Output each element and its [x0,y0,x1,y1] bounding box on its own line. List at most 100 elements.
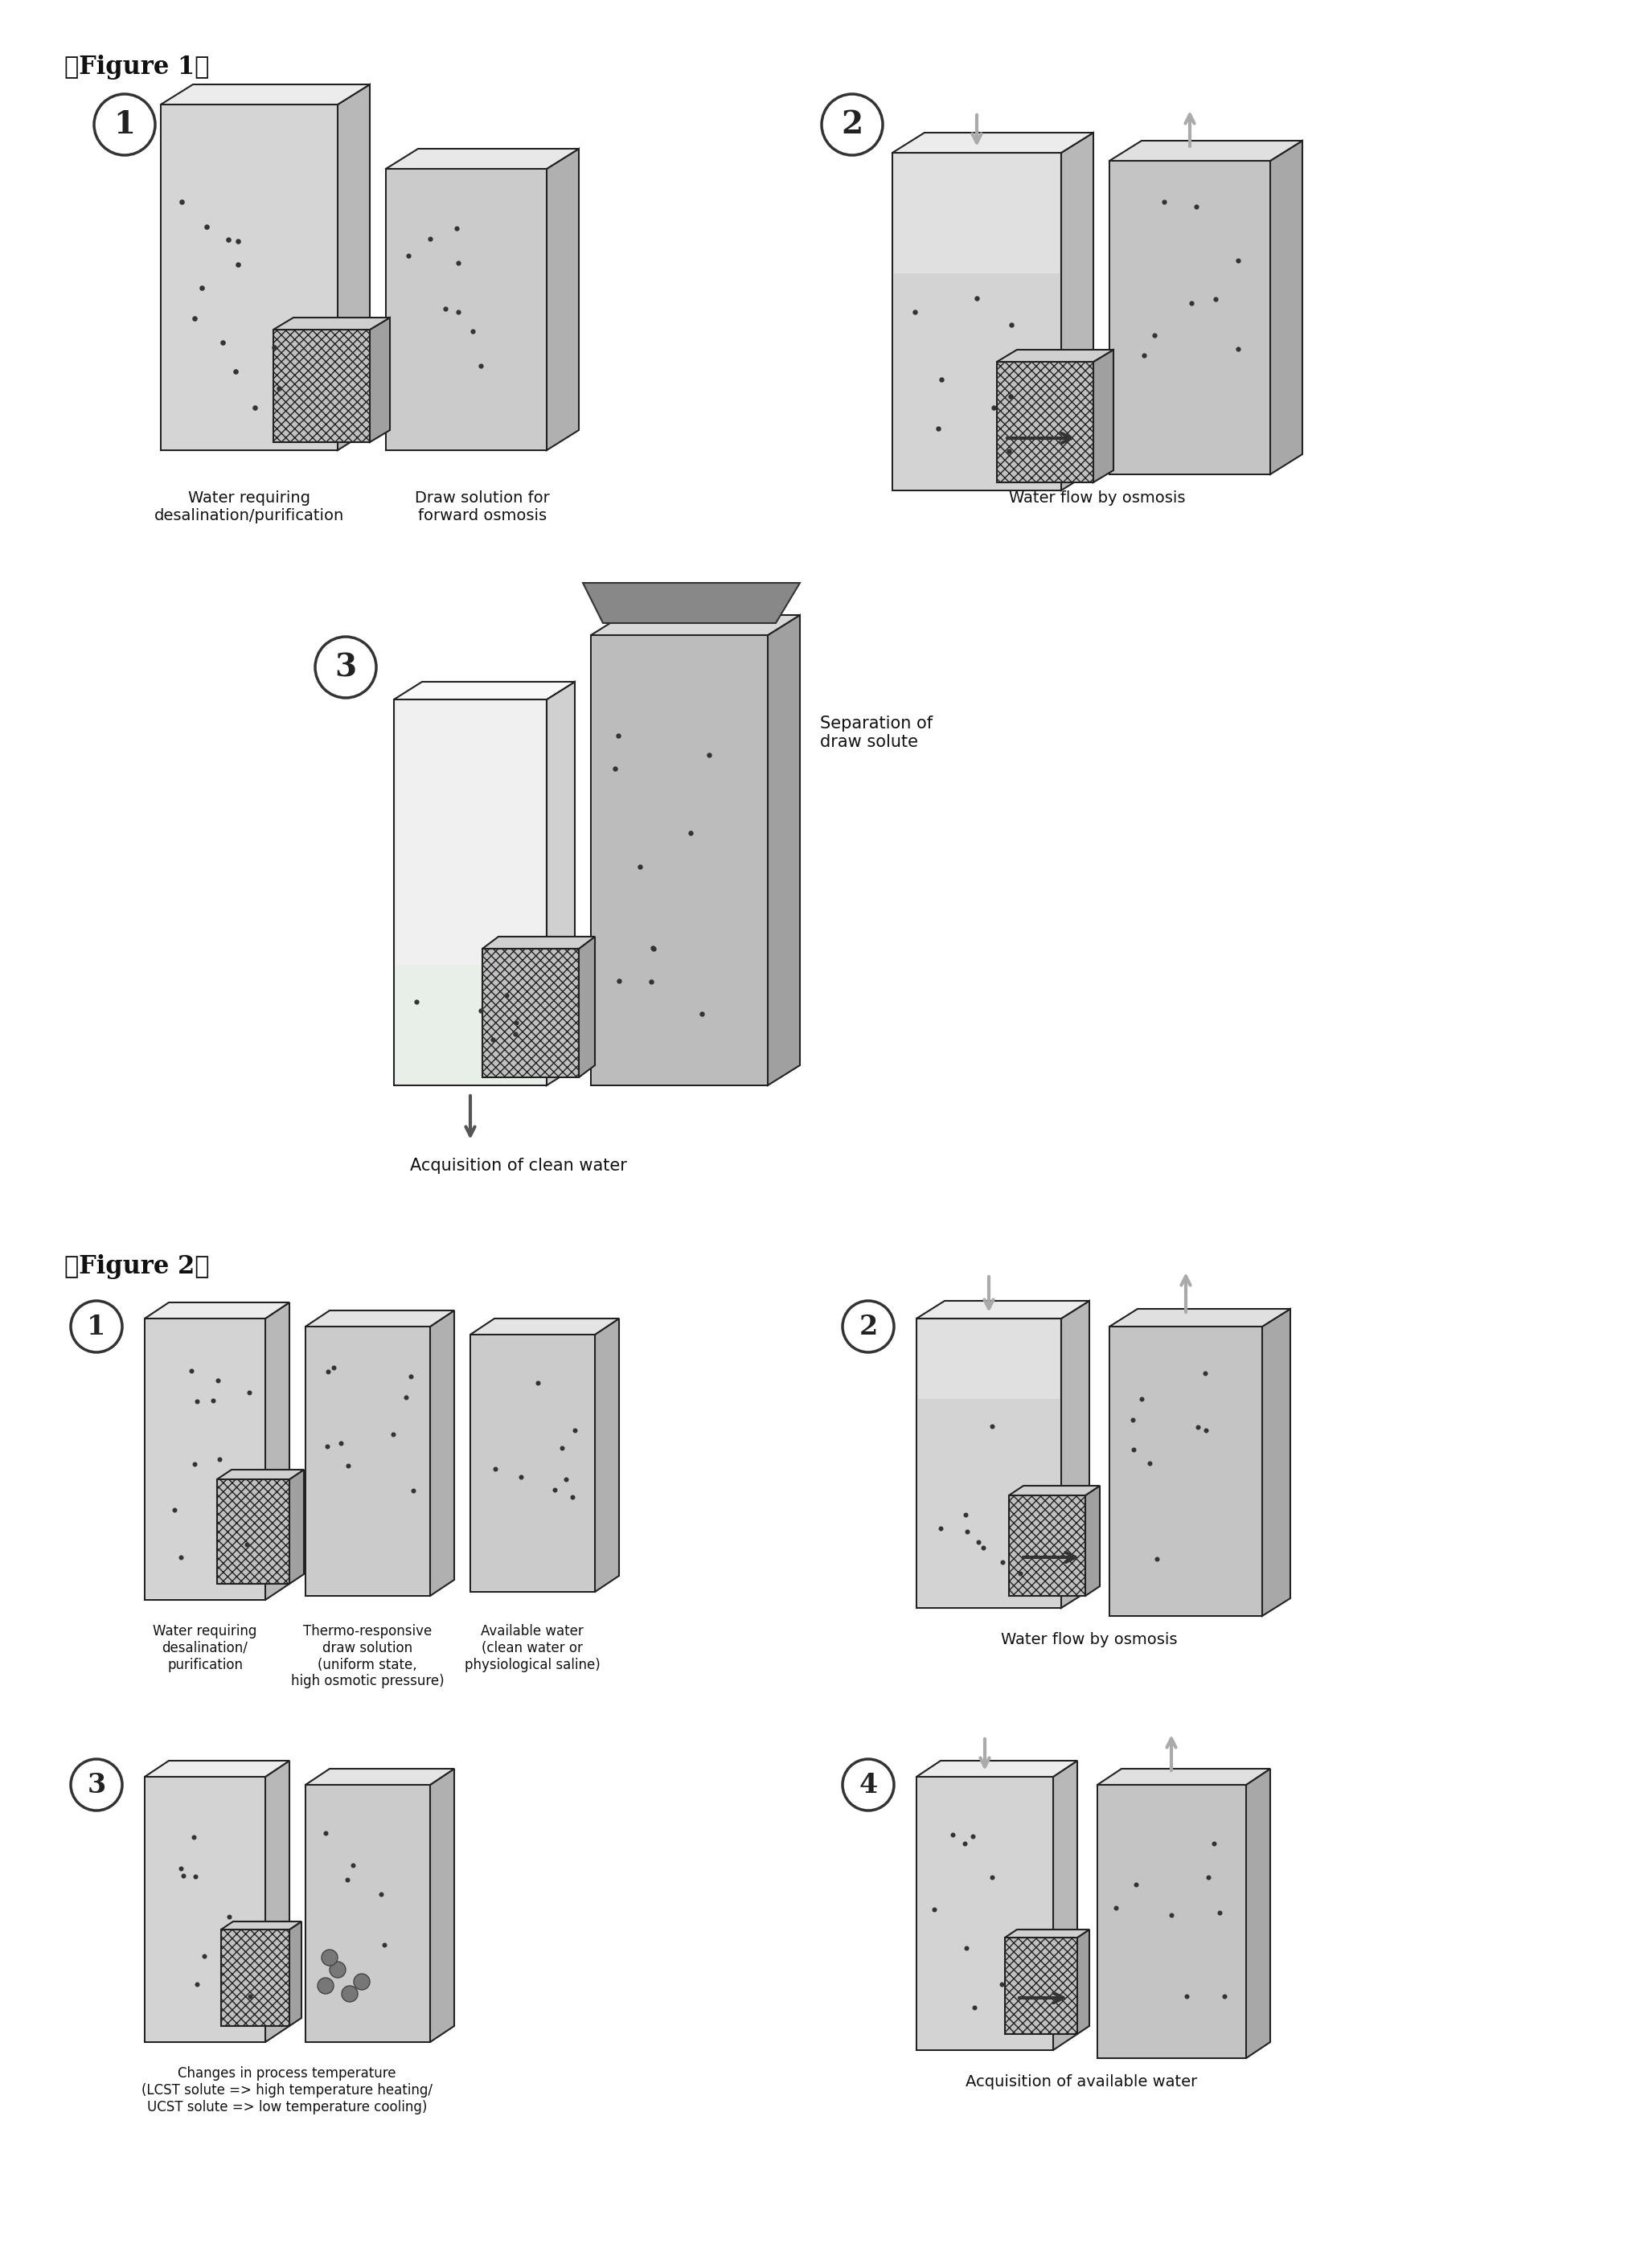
Polygon shape [1004,1937,1077,2034]
Point [209,324,235,361]
Point [503,1016,529,1052]
Point [1007,1556,1033,1592]
Point [605,962,632,998]
Text: Water flow by osmosis: Water flow by osmosis [1009,490,1185,506]
Point [1120,1431,1146,1467]
Circle shape [70,1760,122,1810]
Point [508,1458,534,1495]
Point [215,222,242,259]
Point [225,222,251,259]
Point [1102,1889,1128,1926]
Text: 【Figure 2】: 【Figure 2】 [64,1254,209,1279]
Point [444,211,470,247]
Point [1159,1896,1185,1932]
Polygon shape [472,1336,592,1590]
Point [542,1472,568,1508]
Point [951,1497,978,1533]
Polygon shape [305,1311,454,1327]
Point [188,270,214,306]
Polygon shape [147,1778,263,2041]
Polygon shape [393,699,547,1086]
Text: Separation of
draw solute: Separation of draw solute [819,714,932,751]
Point [996,433,1022,469]
Point [467,993,493,1030]
Circle shape [70,1302,122,1352]
Point [191,1937,217,1973]
Polygon shape [591,615,800,635]
Point [335,1862,361,1898]
Point [1224,331,1250,367]
Polygon shape [220,1921,302,1930]
Point [601,751,627,787]
Text: Available water
(clean water or
physiological saline): Available water (clean water or physiolo… [463,1624,599,1672]
Point [194,209,220,245]
Polygon shape [1108,161,1270,474]
Point [677,814,703,850]
Point [929,361,955,397]
Polygon shape [145,1776,264,2041]
Point [266,370,292,406]
Polygon shape [1009,1495,1085,1597]
Point [178,1352,204,1388]
Point [1123,1867,1149,1903]
Point [1191,1354,1217,1390]
Polygon shape [893,132,1093,152]
Point [403,984,429,1021]
Polygon shape [1108,1309,1289,1327]
Text: 1: 1 [86,1313,106,1340]
Text: 3: 3 [335,651,356,683]
Point [261,329,287,365]
Polygon shape [997,349,1113,363]
Point [242,390,268,426]
Point [560,1479,586,1515]
Polygon shape [481,937,594,948]
Polygon shape [273,318,390,329]
Polygon shape [917,1778,1051,2048]
Polygon shape [1061,1302,1089,1608]
Point [225,247,251,284]
Polygon shape [767,615,800,1086]
Polygon shape [273,329,369,442]
Point [978,1860,1004,1896]
Polygon shape [997,363,1093,483]
Polygon shape [393,683,574,699]
Point [199,1383,225,1420]
Polygon shape [395,964,545,1084]
Point [183,1966,209,2003]
Polygon shape [1077,1930,1089,2034]
Circle shape [842,1760,894,1810]
Point [322,1349,348,1386]
Point [1178,286,1204,322]
Point [1224,243,1250,279]
Point [524,1365,550,1402]
Point [480,1021,506,1057]
Point [315,1354,341,1390]
Text: 1: 1 [114,109,135,141]
Polygon shape [217,1479,289,1583]
Polygon shape [916,1302,1089,1318]
Point [397,1359,423,1395]
Polygon shape [1108,141,1302,161]
Circle shape [317,1978,333,1994]
Point [1211,1978,1237,2014]
Point [395,238,421,274]
Point [1141,318,1167,354]
Point [640,930,666,966]
Polygon shape [289,1470,304,1583]
Text: Changes in process temperature
(LCST solute => high temperature heating/
UCST so: Changes in process temperature (LCST sol… [142,2066,432,2114]
Point [467,347,493,383]
Point [1144,1540,1170,1576]
Polygon shape [470,1318,619,1334]
Circle shape [341,1987,357,2003]
Point [370,1928,397,1964]
Polygon shape [481,948,579,1077]
Point [183,1383,209,1420]
Text: 【Figure 1】: 【Figure 1】 [64,54,209,79]
Point [207,1440,233,1476]
Text: Water flow by osmosis: Water flow by osmosis [1000,1633,1177,1647]
Polygon shape [1009,1486,1100,1495]
Point [393,1379,419,1415]
Point [963,279,989,315]
Polygon shape [160,84,369,104]
Point [999,306,1025,342]
